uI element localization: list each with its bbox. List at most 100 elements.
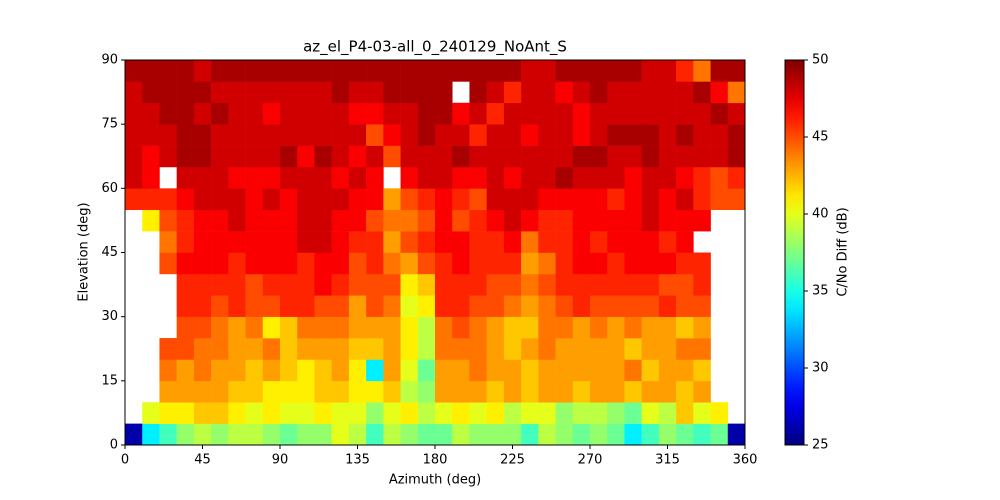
heatmap-cell <box>607 124 625 146</box>
heatmap-cell <box>262 81 281 104</box>
heatmap-cell <box>331 81 350 104</box>
heatmap-cell <box>211 81 229 104</box>
heatmap-cell <box>193 81 212 104</box>
heatmap-cell <box>641 124 660 146</box>
x-tick-label: 45 <box>194 453 211 468</box>
heatmap-cell <box>348 145 367 168</box>
heatmap-cell <box>555 60 574 82</box>
heatmap-cell <box>400 338 419 360</box>
heatmap-cell <box>658 209 677 232</box>
heatmap-cell <box>417 423 436 446</box>
heatmap-cell <box>486 316 505 339</box>
heatmap-cell <box>555 252 574 275</box>
heatmap-cell <box>469 188 487 211</box>
heatmap-cell <box>193 359 212 382</box>
heatmap-cell <box>521 359 539 382</box>
heatmap-cell <box>262 209 281 232</box>
heatmap-cell <box>658 81 677 104</box>
heatmap-cell <box>228 380 246 403</box>
heatmap-cell <box>607 295 625 317</box>
heatmap-cell <box>521 402 539 424</box>
heatmap-cell <box>280 145 298 168</box>
heatmap-cell <box>590 273 608 296</box>
heatmap-cell <box>658 145 677 168</box>
heatmap-cell <box>314 188 332 211</box>
heatmap-cell <box>693 166 711 189</box>
heatmap-cell <box>228 188 246 211</box>
heatmap-cell <box>314 423 332 446</box>
heatmap-cell <box>469 423 487 446</box>
heatmap-cell <box>348 124 367 146</box>
heatmap-cell <box>228 252 246 275</box>
heatmap-cell <box>572 231 591 253</box>
heatmap-cell <box>676 295 694 317</box>
heatmap-cell <box>452 423 470 446</box>
heatmap-cell <box>693 60 711 82</box>
heatmap-cell <box>245 423 264 446</box>
heatmap-cell <box>624 60 642 82</box>
heatmap-cell <box>624 402 642 424</box>
heatmap-cell <box>348 81 367 104</box>
heatmap-cell <box>469 252 487 275</box>
heatmap-cell <box>314 209 332 232</box>
heatmap-cell <box>228 338 246 360</box>
heatmap-cell <box>572 209 591 232</box>
heatmap-cell <box>366 209 384 232</box>
heatmap-cell <box>555 231 574 253</box>
heatmap-cell <box>331 102 350 125</box>
heatmap-cell <box>348 252 367 275</box>
heatmap-cell <box>280 402 298 424</box>
heatmap-cell <box>297 359 315 382</box>
heatmap-cell <box>676 145 694 168</box>
heatmap-cell <box>624 295 642 317</box>
heatmap-cell <box>417 145 436 168</box>
heatmap-cell <box>727 124 746 146</box>
heatmap-cell <box>417 231 436 253</box>
heatmap-cell <box>590 380 608 403</box>
heatmap-cell <box>176 209 195 232</box>
heatmap-cell <box>297 316 315 339</box>
heatmap-cell <box>538 166 556 189</box>
heatmap-cell <box>159 124 177 146</box>
x-tick-label: 0 <box>121 453 129 468</box>
heatmap-cell <box>262 102 281 125</box>
heatmap-cell <box>486 380 505 403</box>
heatmap-cell <box>452 316 470 339</box>
heatmap-cell <box>280 231 298 253</box>
heatmap-cell <box>280 209 298 232</box>
heatmap-cell <box>417 166 436 189</box>
heatmap-cell <box>262 295 281 317</box>
heatmap-cell <box>521 295 539 317</box>
heatmap-cell <box>280 166 298 189</box>
heatmap-cell <box>228 231 246 253</box>
heatmap-cell <box>245 295 264 317</box>
heatmap-cell <box>486 252 505 275</box>
heatmap-cell <box>193 316 212 339</box>
heatmap-cell <box>245 380 264 403</box>
heatmap-cell <box>280 380 298 403</box>
heatmap-cell <box>176 102 195 125</box>
heatmap-cell <box>727 166 746 189</box>
heatmap-cell <box>417 402 436 424</box>
heatmap-cell <box>624 380 642 403</box>
heatmap-cell <box>400 402 419 424</box>
heatmap-cell <box>245 81 264 104</box>
heatmap-cell <box>693 209 711 232</box>
heatmap-cell <box>469 295 487 317</box>
heatmap-cell <box>331 295 350 317</box>
heatmap-cell <box>624 188 642 211</box>
heatmap-cell <box>211 209 229 232</box>
heatmap-cell <box>297 231 315 253</box>
heatmap-cell <box>486 273 505 296</box>
heatmap-cell <box>142 166 160 189</box>
heatmap-cell <box>469 231 487 253</box>
heatmap-cell <box>348 423 367 446</box>
heatmap-cell <box>331 209 350 232</box>
heatmap-cell <box>331 316 350 339</box>
heatmap-cell <box>452 402 470 424</box>
heatmap-cell <box>176 316 195 339</box>
heatmap-cell <box>297 273 315 296</box>
heatmap-cell <box>366 316 384 339</box>
heatmap-cell <box>366 423 384 446</box>
heatmap-cell <box>452 252 470 275</box>
